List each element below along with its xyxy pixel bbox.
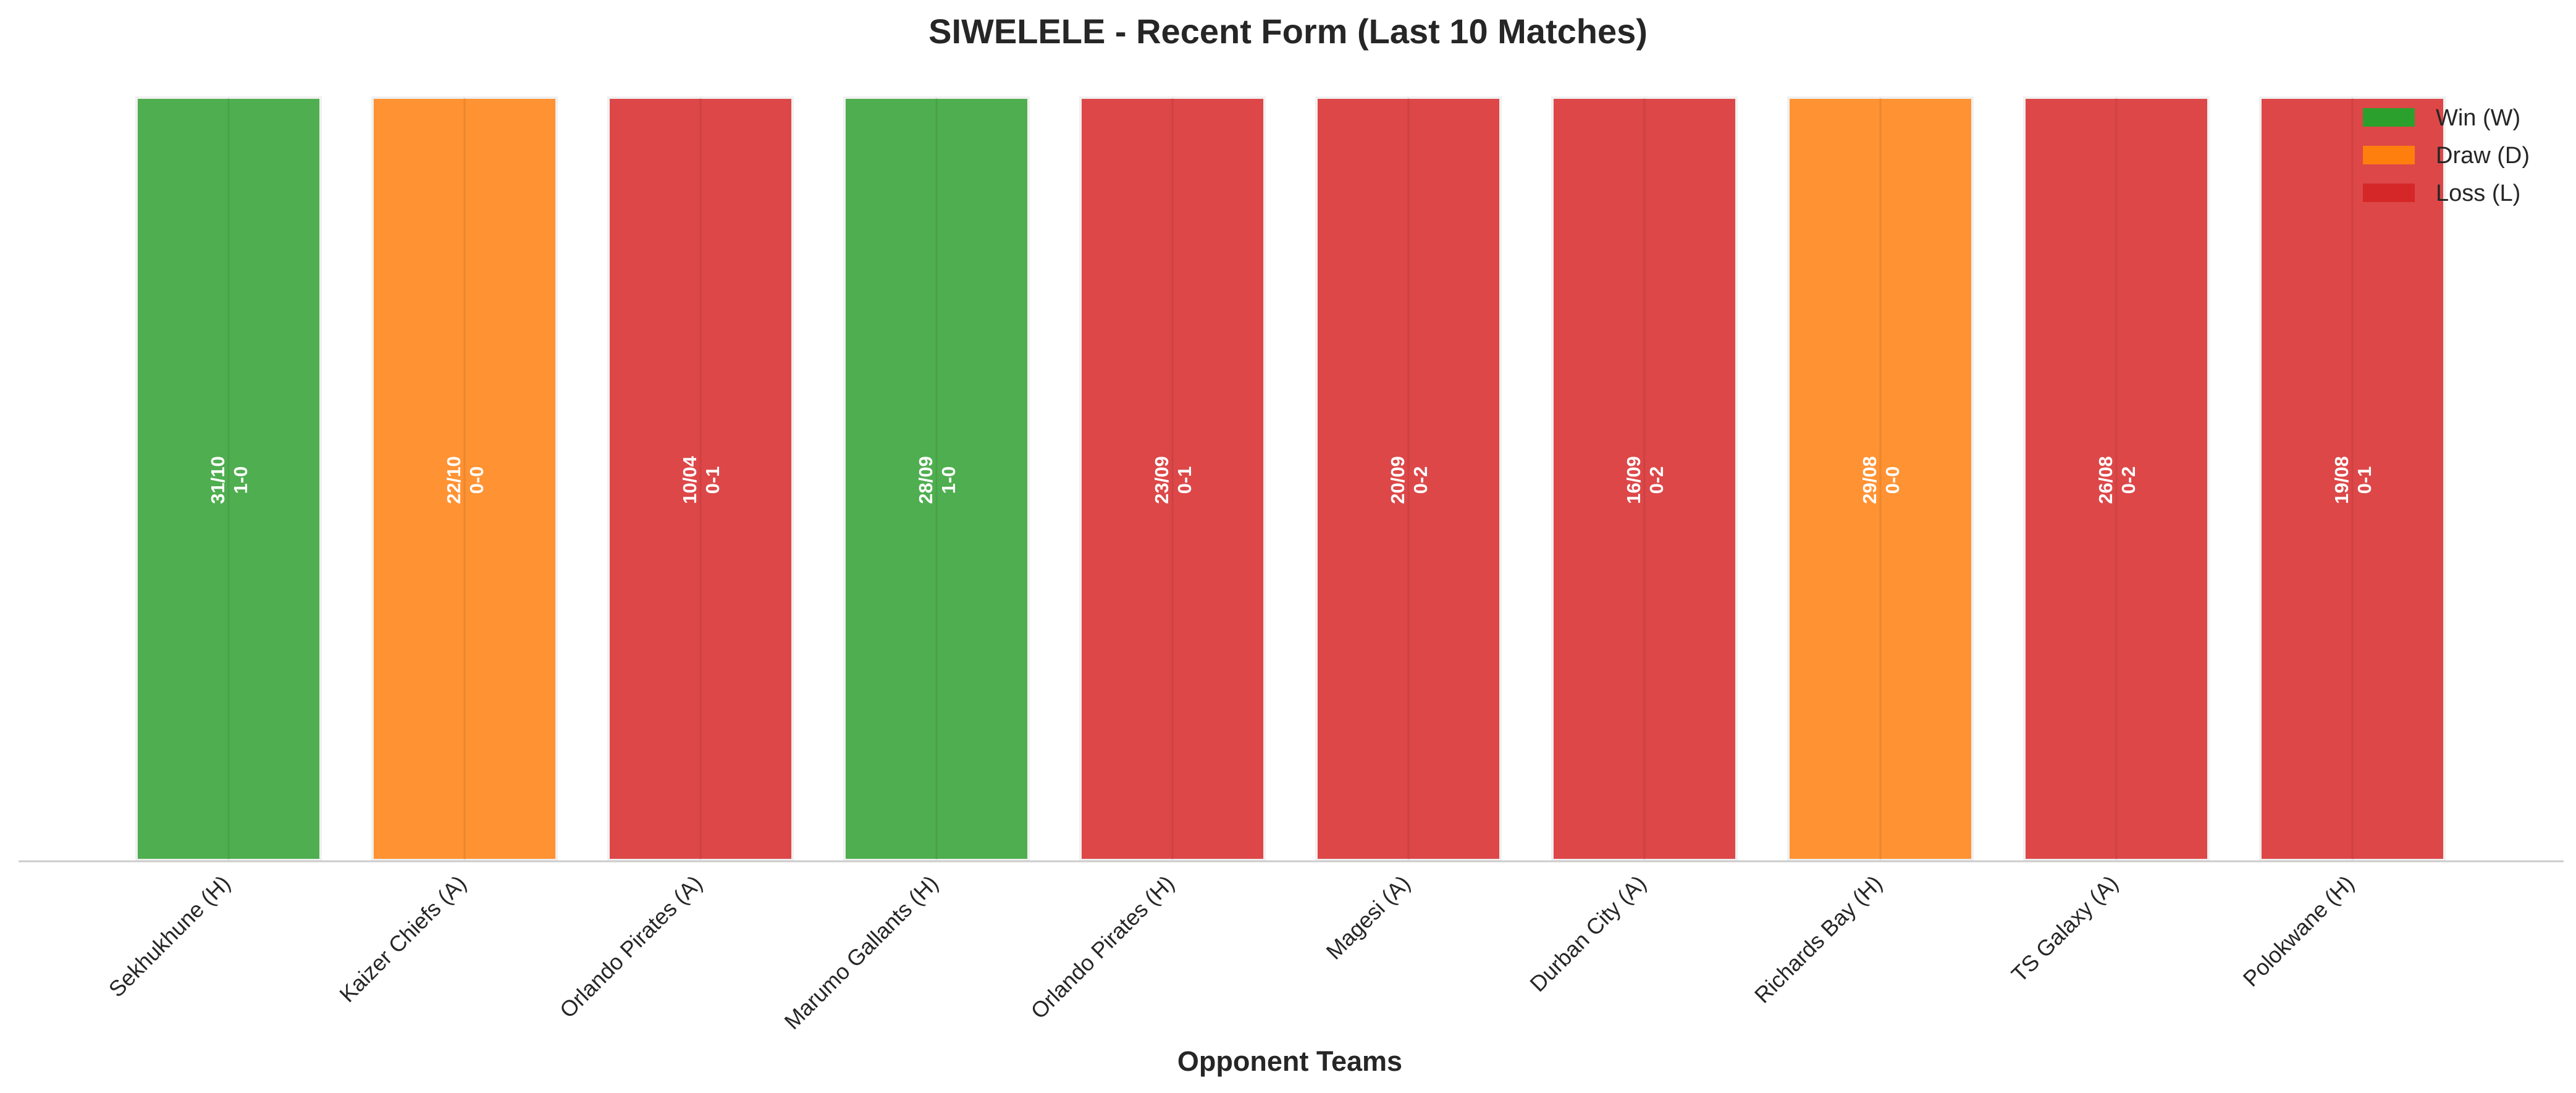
bar-score-label: 0-2 [1410,466,1431,494]
x-tick-label: Magesi (A) [1321,871,1415,964]
x-tick-label: Sekhukhune (H) [104,871,235,1002]
bar-score-label: 0-0 [466,466,487,494]
bar-label-2: 22/10 0-0 [443,456,487,504]
bar-score-label: 0-0 [1882,466,1903,494]
x-tick-labels: Sekhukhune (H) Kaizer Chiefs (A) Orlando P… [104,871,2359,1034]
legend-swatch-d [2363,146,2415,164]
bar-score-label: 0-2 [1646,466,1667,494]
bar-date-label: 29/08 [1859,456,1880,504]
bar-label-10: 19/08 0-1 [2331,456,2375,504]
bar-label-5: 23/09 0-1 [1151,456,1195,504]
bar-date-label: 16/09 [1623,456,1644,504]
bar-date-label: 19/08 [2331,456,2352,504]
bar-4 [843,96,1030,861]
x-tick-label: Durban City (A) [1525,871,1651,997]
bar-6 [1315,96,1502,861]
bar-label-6: 20/09 0-2 [1387,456,1431,504]
bar-label-8: 29/08 0-0 [1859,456,1903,504]
bar-8 [1787,96,1974,861]
x-axis-label: Opponent Teams [1177,1045,1402,1077]
bar-date-label: 10/04 [679,455,701,504]
bar-label-4: 28/09 1-0 [915,456,959,504]
bar-date-label: 26/08 [2095,456,2116,504]
bar-score-label: 1-0 [938,466,959,494]
bar-10 [2259,96,2446,861]
bar-9 [2023,96,2210,861]
bar-score-label: 0-1 [702,466,723,494]
x-tick-label: Orlando Pirates (A) [555,871,707,1023]
x-tick-label: Orlando Pirates (H) [1025,871,1179,1024]
x-tick-label: Richards Bay (H) [1749,871,1887,1008]
legend-swatch-w [2363,108,2415,127]
x-tick-label: Polokwane (H) [2238,871,2359,992]
x-tick-label: TS Galaxy (A) [2006,871,2123,987]
bar-score-label: 1-0 [230,466,251,494]
legend-swatch-l [2363,184,2415,202]
chart-title: SIWELELE - Recent Form (Last 10 Matches) [928,12,1648,51]
bar-3 [607,96,794,861]
x-tick-label: Marumo Gallants (H) [779,871,943,1034]
legend-label-w: Win (W) [2436,105,2520,131]
bar-1 [135,96,322,861]
bar-date-label: 22/10 [443,456,465,504]
bar-date-label: 28/09 [915,456,937,504]
bar-label-3: 10/04 0-1 [679,455,723,504]
bar-2 [371,96,558,861]
bar-labels-group: 31/10 1-0 22/10 0-0 10/04 0-1 28/09 1-0 23/09 0-1… [207,455,2375,504]
legend: Win (W) Draw (D) Loss (L) [2363,105,2530,206]
bar-score-label: 0-1 [2354,466,2375,494]
bar-score-label: 0-1 [1174,466,1195,494]
bar-date-label: 31/10 [207,456,229,504]
bars-group [135,96,2446,861]
bar-7 [1551,96,1738,861]
x-tick-label: Kaizer Chiefs (A) [334,871,471,1007]
bar-label-9: 26/08 0-2 [2095,456,2139,504]
bar-date-label: 23/09 [1151,456,1172,504]
bar-label-7: 16/09 0-2 [1623,456,1667,504]
bar-score-label: 0-2 [2118,466,2139,494]
bar-date-label: 20/09 [1387,456,1408,504]
legend-label-d: Draw (D) [2436,143,2530,169]
bar-label-1: 31/10 1-0 [207,456,251,504]
bar-5 [1079,96,1266,861]
legend-label-l: Loss (L) [2436,180,2520,206]
